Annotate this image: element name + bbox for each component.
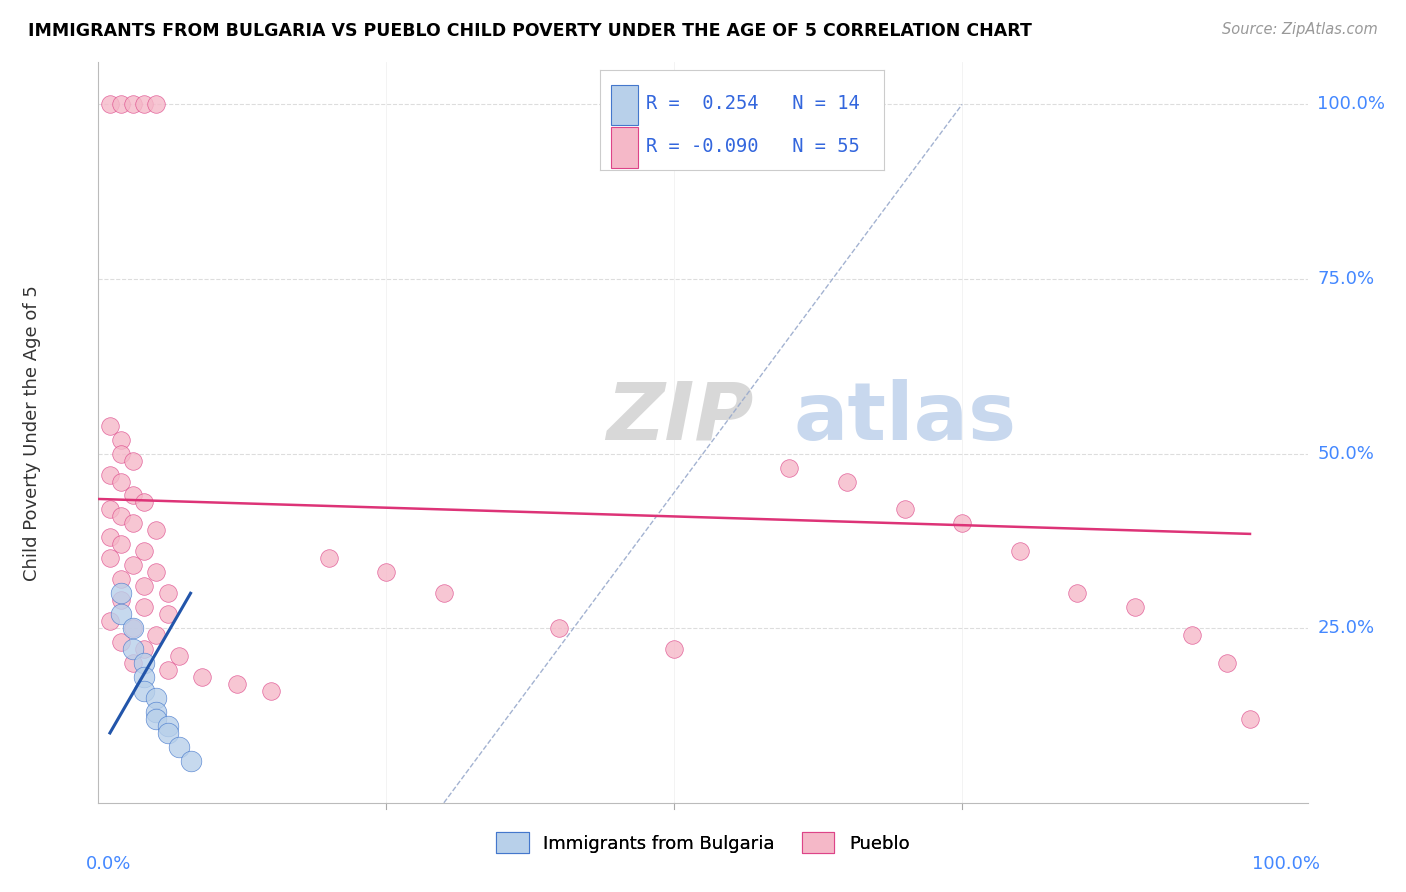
Point xyxy=(98,614,121,628)
Text: 0.0%: 0.0% xyxy=(86,855,132,872)
Point xyxy=(122,621,145,635)
Point xyxy=(893,502,915,516)
FancyBboxPatch shape xyxy=(612,127,638,168)
Point xyxy=(1216,656,1239,670)
Point xyxy=(156,726,179,740)
Point xyxy=(134,579,156,593)
Point xyxy=(134,670,156,684)
Text: 25.0%: 25.0% xyxy=(1317,619,1375,637)
Text: Child Poverty Under the Age of 5: Child Poverty Under the Age of 5 xyxy=(22,285,41,581)
Point xyxy=(1181,628,1204,642)
Point xyxy=(134,656,156,670)
Point xyxy=(98,418,121,433)
Point xyxy=(134,642,156,657)
Point xyxy=(1239,712,1261,726)
Point xyxy=(110,433,132,447)
Point xyxy=(156,663,179,677)
Point xyxy=(548,621,571,635)
Point xyxy=(110,97,132,112)
Point xyxy=(835,475,858,489)
Legend: Immigrants from Bulgaria, Pueblo: Immigrants from Bulgaria, Pueblo xyxy=(489,825,917,861)
Text: Source: ZipAtlas.com: Source: ZipAtlas.com xyxy=(1222,22,1378,37)
Point xyxy=(156,719,179,733)
Point xyxy=(122,621,145,635)
Point xyxy=(145,712,167,726)
Point xyxy=(98,467,121,482)
Point xyxy=(145,97,167,112)
Point xyxy=(110,607,132,622)
Point xyxy=(122,97,145,112)
Point xyxy=(180,754,202,768)
Text: 100.0%: 100.0% xyxy=(1317,95,1385,113)
Point xyxy=(225,677,247,691)
Point xyxy=(167,739,190,754)
Point xyxy=(98,97,121,112)
Point xyxy=(191,670,214,684)
Point xyxy=(1123,600,1146,615)
Point xyxy=(110,593,132,607)
Point xyxy=(950,516,973,531)
Point xyxy=(134,97,156,112)
Point xyxy=(110,586,132,600)
Text: 50.0%: 50.0% xyxy=(1317,444,1374,463)
Point xyxy=(145,566,167,580)
Point xyxy=(156,586,179,600)
Text: 100.0%: 100.0% xyxy=(1251,855,1320,872)
Point xyxy=(134,544,156,558)
Point xyxy=(98,530,121,544)
Point xyxy=(156,607,179,622)
Text: IMMIGRANTS FROM BULGARIA VS PUEBLO CHILD POVERTY UNDER THE AGE OF 5 CORRELATION : IMMIGRANTS FROM BULGARIA VS PUEBLO CHILD… xyxy=(28,22,1032,40)
Point xyxy=(134,495,156,509)
Point xyxy=(122,642,145,657)
Point xyxy=(122,656,145,670)
Point xyxy=(122,558,145,573)
Text: ZIP: ZIP xyxy=(606,379,754,457)
Point xyxy=(98,551,121,566)
Point xyxy=(145,524,167,538)
Point xyxy=(98,502,121,516)
FancyBboxPatch shape xyxy=(612,85,638,126)
Point xyxy=(134,684,156,698)
Point xyxy=(145,705,167,719)
Point xyxy=(318,551,340,566)
Text: R =  0.254   N = 14: R = 0.254 N = 14 xyxy=(647,95,860,113)
Point xyxy=(122,516,145,531)
Point xyxy=(122,453,145,467)
Point xyxy=(664,642,686,657)
Point xyxy=(110,537,132,551)
Point xyxy=(260,684,283,698)
Point xyxy=(167,649,190,664)
Point xyxy=(145,691,167,706)
Point xyxy=(433,586,456,600)
Point xyxy=(778,460,800,475)
Point xyxy=(110,635,132,649)
Point xyxy=(145,628,167,642)
Point xyxy=(110,446,132,460)
Text: R = -0.090   N = 55: R = -0.090 N = 55 xyxy=(647,136,860,155)
Text: atlas: atlas xyxy=(793,379,1017,457)
Text: 75.0%: 75.0% xyxy=(1317,270,1375,288)
Point xyxy=(1066,586,1088,600)
Point xyxy=(375,566,398,580)
Point xyxy=(110,509,132,524)
Point xyxy=(110,572,132,586)
Point xyxy=(1008,544,1031,558)
Point xyxy=(122,488,145,502)
Point xyxy=(134,600,156,615)
Point xyxy=(110,475,132,489)
